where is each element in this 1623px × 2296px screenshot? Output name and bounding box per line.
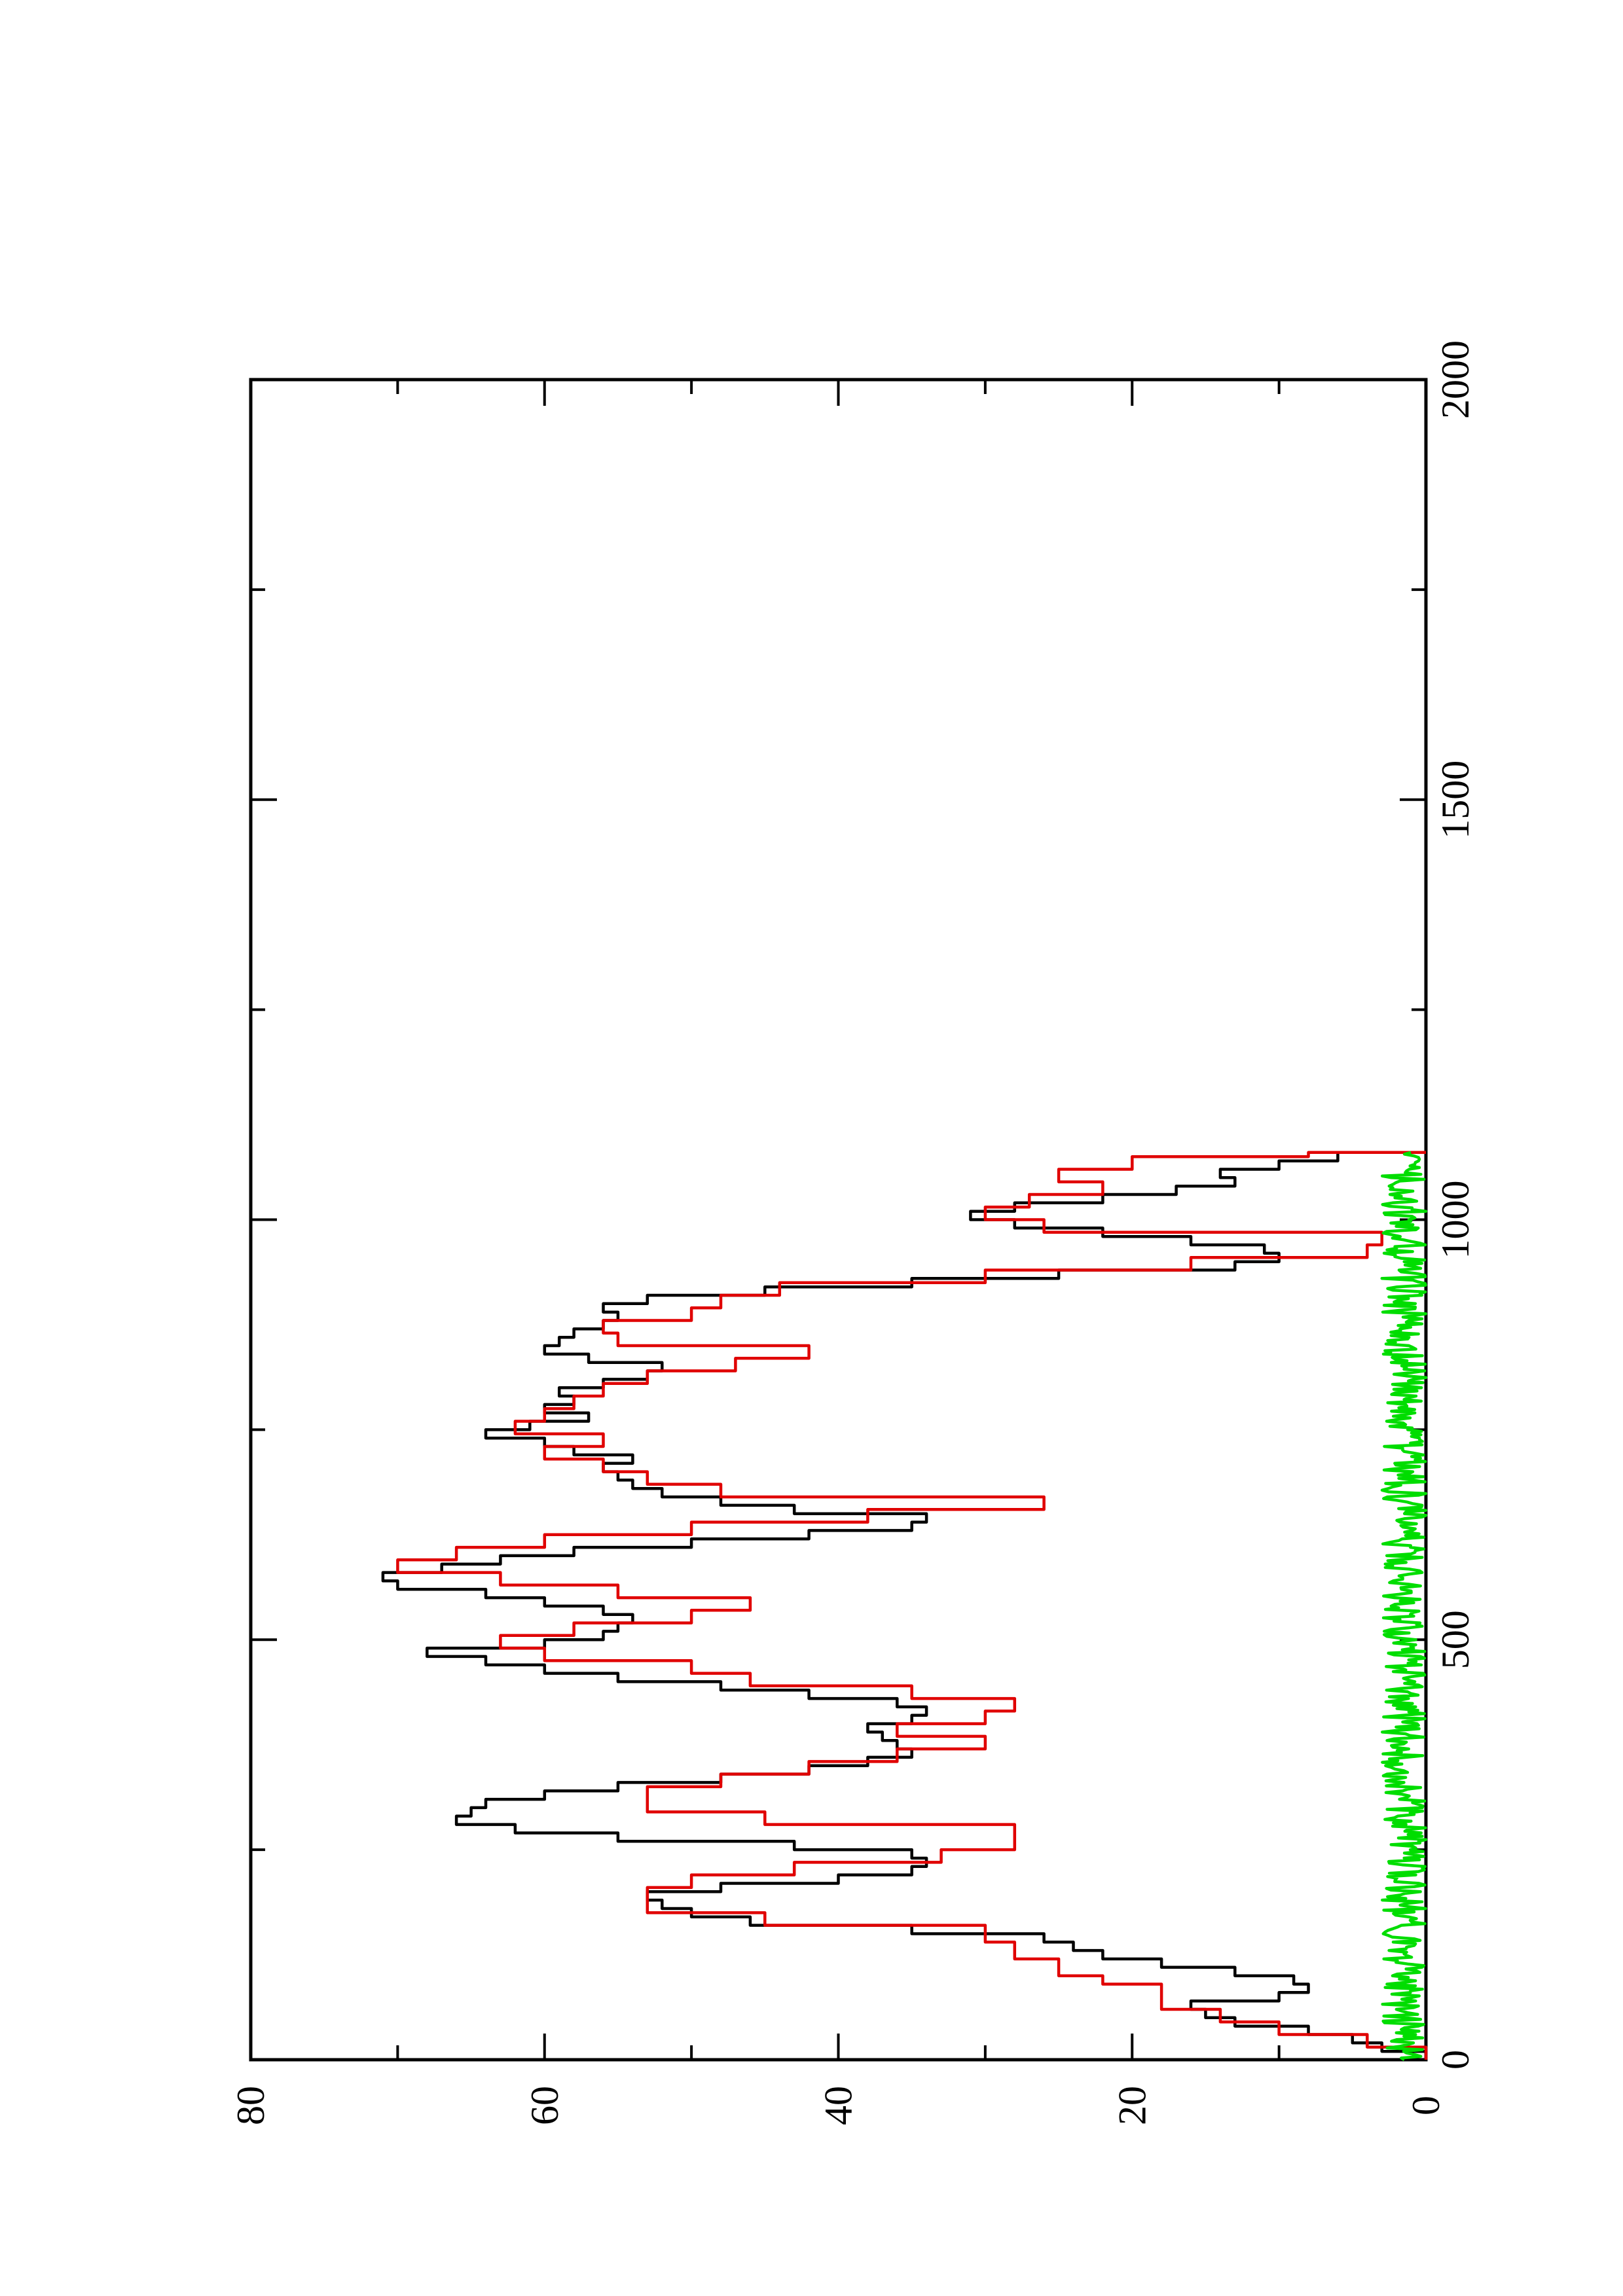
- y-tick-label: 40: [817, 2086, 860, 2125]
- y-tick-label: 60: [523, 2086, 566, 2125]
- x-tick-label: 2000: [1434, 340, 1477, 419]
- series-line-2: [396, 1151, 1428, 2060]
- tick-marks: [249, 378, 1427, 2061]
- x-tick-label: 0: [1434, 2050, 1477, 2070]
- y-tick-label: 80: [229, 2086, 272, 2125]
- series-line-3: [1380, 1151, 1428, 2061]
- plot-frame: [249, 378, 1428, 2062]
- x-tick-label: 1000: [1434, 1181, 1477, 1259]
- series-layer: [381, 1151, 1428, 2061]
- x-tick-label: 1500: [1434, 761, 1477, 839]
- x-tick-label: 500: [1434, 1610, 1477, 1669]
- y-tick-label: 20: [1110, 2086, 1154, 2125]
- y-tick-label: 0: [1404, 2096, 1448, 2115]
- tick-labels: 0 500 1000 1500 2000 0 20 40 60 80: [229, 340, 1477, 2125]
- series-line-1: [381, 1151, 1428, 2060]
